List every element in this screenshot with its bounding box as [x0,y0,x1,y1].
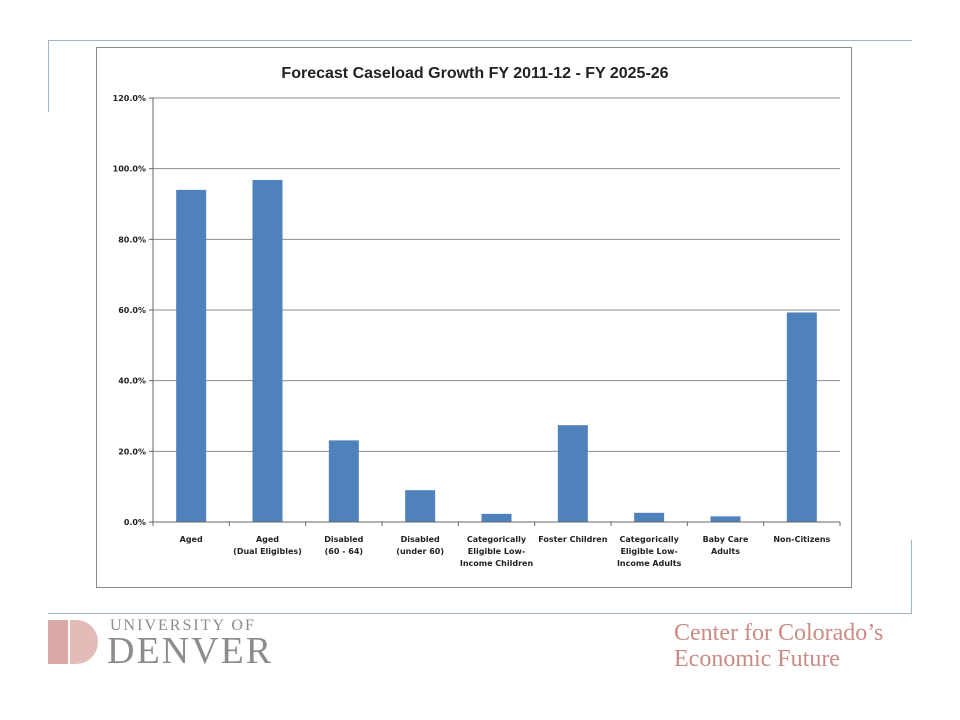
university-logo-mark [48,620,98,664]
chart-title: Forecast Caseload Growth FY 2011-12 - FY… [281,65,668,82]
y-tick-label: 60.0% [118,306,146,315]
bar [557,425,588,522]
frame-bottom-line [48,613,912,614]
bar [176,189,207,522]
category-label: Foster Children [538,535,608,544]
center-name-line1: Center for Colorado’s [674,620,884,646]
category-label: Eligible Low- [468,547,525,556]
y-tick-label: 100.0% [113,165,146,174]
y-tick-label: 0.0% [124,518,146,527]
category-label: Income Children [460,559,534,568]
axes [152,98,841,526]
center-name-line2: Economic Future [674,646,840,672]
logo-d-shape [70,620,98,664]
bar [405,490,436,522]
logo-block [48,620,68,664]
frame-left-line [48,40,49,112]
category-label: (Dual Eligibles) [233,547,302,556]
university-name-top: UNIVERSITY OF [110,617,256,634]
category-label: Disabled [401,535,440,544]
y-tick-label: 20.0% [118,447,146,456]
category-label: Adults [711,547,740,556]
y-axis-ticks: 0.0% 20.0% 40.0% 60.0% 80.0% 100.0% 120.0% [113,94,153,527]
category-label: Categorically [620,535,680,544]
y-tick-label: 80.0% [118,235,146,244]
category-label: (under 60) [396,547,444,556]
category-label: Disabled [324,535,363,544]
bar [252,179,283,522]
category-label: (60 - 64) [325,547,363,556]
bar [634,512,665,522]
bar [328,440,359,522]
center-name: Center for Colorado’s Economic Future [674,620,883,672]
chart-container: Forecast Caseload Growth FY 2011-12 - FY… [96,47,852,588]
x-axis-categories: Aged Aged (Dual Eligibles) Disabled (60 - 64… [180,535,831,568]
frame-top-line [48,40,912,41]
category-label: Eligible Low- [620,547,677,556]
category-label: Categorically [467,535,527,544]
y-tick-label: 40.0% [118,377,146,386]
category-label: Aged [180,535,203,544]
bar-chart: Forecast Caseload Growth FY 2011-12 - FY… [113,65,841,568]
university-name-bottom: DENVER [107,630,274,672]
bar [786,312,817,522]
bar [710,516,741,522]
y-tick-label: 120.0% [113,94,146,103]
bars [176,179,817,522]
category-label: Income Adults [617,559,682,568]
category-label: Baby Care [703,535,749,544]
bar [481,513,512,522]
category-label: Aged [256,535,279,544]
category-label: Non-Citizens [773,535,830,544]
frame-right-line [911,540,912,614]
